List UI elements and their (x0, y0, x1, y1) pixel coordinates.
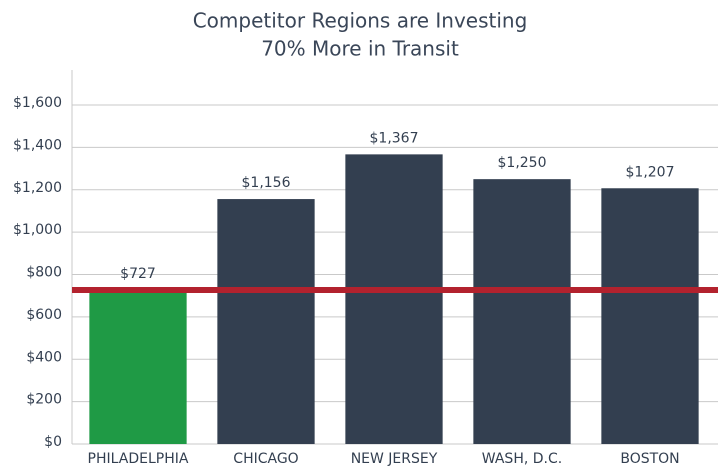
chart-title: Competitor Regions are Investing (193, 9, 528, 33)
bar (89, 289, 187, 444)
y-tick-label: $800 (26, 265, 62, 281)
y-tick-label: $600 (26, 307, 62, 323)
y-tick-label: $0 (44, 434, 62, 450)
y-tick-label: $200 (26, 392, 62, 408)
chart-title: 70% More in Transit (261, 37, 459, 61)
bar (601, 188, 699, 444)
y-tick-label: $400 (26, 349, 62, 365)
x-tick-label: NEW JERSEY (351, 451, 438, 467)
bar (217, 199, 315, 444)
y-tick-label: $1,400 (13, 137, 62, 153)
x-tick-label: WASH, D.C. (482, 451, 562, 467)
bar (345, 154, 443, 444)
x-tick-label: CHICAGO (233, 451, 298, 467)
y-tick-label: $1,600 (13, 95, 62, 111)
value-label: $1,250 (498, 155, 547, 171)
y-tick-label: $1,200 (13, 180, 62, 196)
value-label: $727 (120, 266, 156, 282)
bar (473, 179, 571, 444)
x-tick-label: BOSTON (620, 451, 679, 467)
value-label: $1,156 (242, 175, 291, 191)
x-tick-label: PHILADELPHIA (88, 451, 189, 467)
value-label: $1,367 (370, 130, 419, 146)
y-tick-label: $1,000 (13, 222, 62, 238)
value-label: $1,207 (626, 164, 675, 180)
